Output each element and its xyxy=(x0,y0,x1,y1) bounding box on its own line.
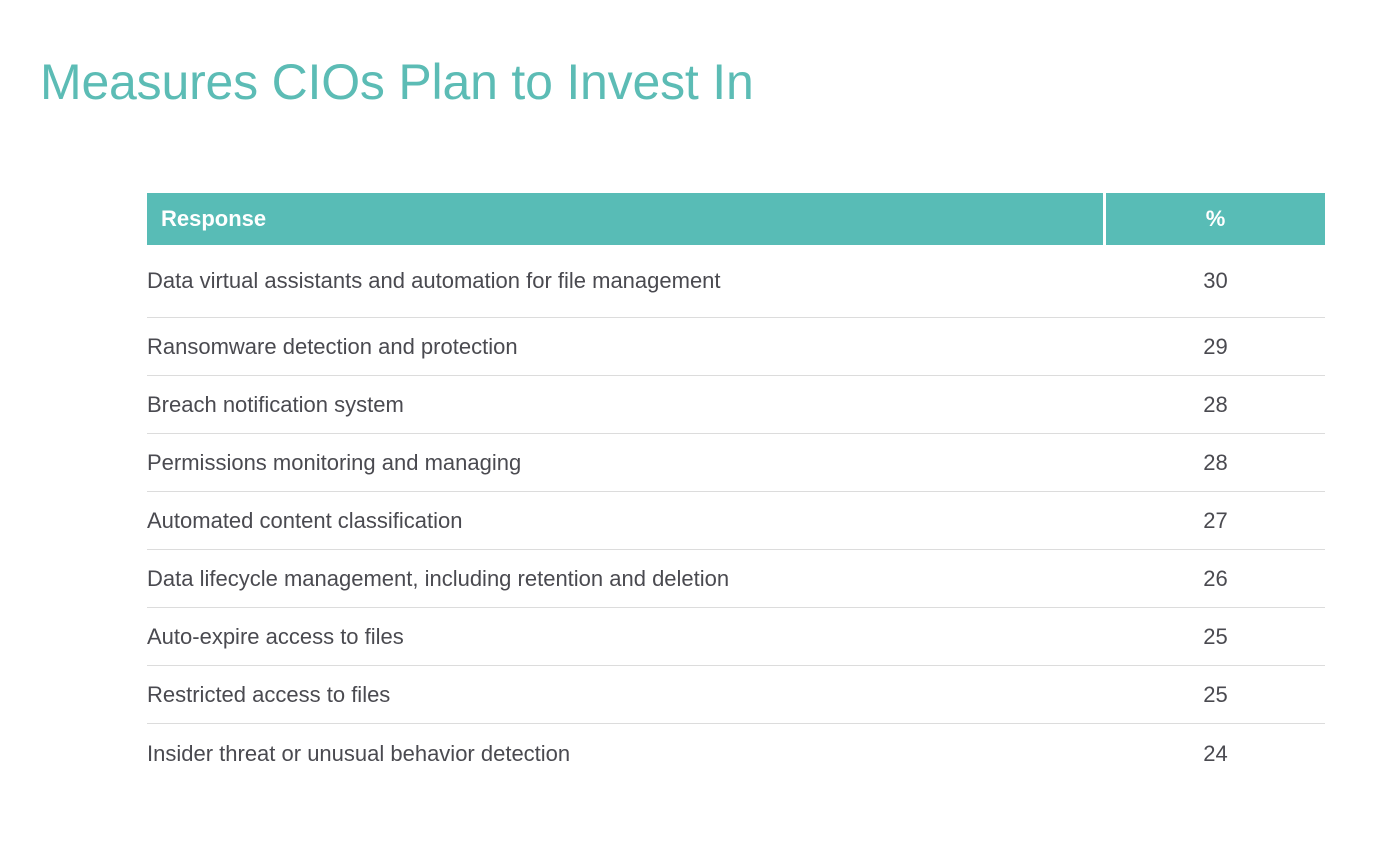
row-label: Ransomware detection and protection xyxy=(147,318,1103,376)
row-label: Permissions monitoring and managing xyxy=(147,434,1103,492)
measures-table-container: Response % Data virtual assistants and a… xyxy=(147,193,1325,784)
table-header-row: Response % xyxy=(147,193,1325,245)
row-divider xyxy=(1103,434,1106,492)
row-value: 27 xyxy=(1106,492,1325,550)
row-label: Restricted access to files xyxy=(147,666,1103,724)
table-row: Breach notification system 28 xyxy=(147,376,1325,434)
row-value: 28 xyxy=(1106,434,1325,492)
table-row: Ransomware detection and protection 29 xyxy=(147,318,1325,376)
row-divider xyxy=(1103,318,1106,376)
column-header-percent: % xyxy=(1106,193,1325,245)
column-header-response: Response xyxy=(147,193,1103,245)
row-divider xyxy=(1103,245,1106,318)
table-body: Data virtual assistants and automation f… xyxy=(147,245,1325,784)
row-value: 25 xyxy=(1106,666,1325,724)
column-header-divider xyxy=(1103,193,1106,245)
row-divider xyxy=(1103,608,1106,666)
row-label: Automated content classification xyxy=(147,492,1103,550)
row-value: 24 xyxy=(1106,724,1325,784)
row-divider xyxy=(1103,550,1106,608)
measures-table: Response % Data virtual assistants and a… xyxy=(147,193,1325,784)
row-label: Data lifecycle management, including ret… xyxy=(147,550,1103,608)
row-label: Breach notification system xyxy=(147,376,1103,434)
row-divider xyxy=(1103,376,1106,434)
row-divider xyxy=(1103,492,1106,550)
row-value: 26 xyxy=(1106,550,1325,608)
row-label: Insider threat or unusual behavior detec… xyxy=(147,724,1103,784)
table-row: Restricted access to files 25 xyxy=(147,666,1325,724)
table-row: Auto-expire access to files 25 xyxy=(147,608,1325,666)
row-divider xyxy=(1103,724,1106,784)
table-row: Data lifecycle management, including ret… xyxy=(147,550,1325,608)
row-value: 30 xyxy=(1106,245,1325,318)
row-value: 25 xyxy=(1106,608,1325,666)
page-title: Measures CIOs Plan to Invest In xyxy=(40,54,754,110)
row-value: 28 xyxy=(1106,376,1325,434)
table-header: Response % xyxy=(147,193,1325,245)
table-row: Permissions monitoring and managing 28 xyxy=(147,434,1325,492)
row-divider xyxy=(1103,666,1106,724)
row-label: Auto-expire access to files xyxy=(147,608,1103,666)
table-row: Automated content classification 27 xyxy=(147,492,1325,550)
row-value: 29 xyxy=(1106,318,1325,376)
row-label: Data virtual assistants and automation f… xyxy=(147,245,1103,318)
table-row: Data virtual assistants and automation f… xyxy=(147,245,1325,318)
table-row: Insider threat or unusual behavior detec… xyxy=(147,724,1325,784)
